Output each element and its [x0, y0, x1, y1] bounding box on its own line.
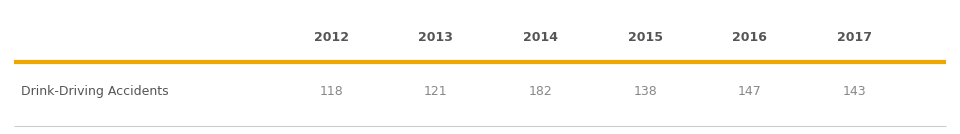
Text: 118: 118	[320, 85, 343, 98]
Text: Drink-Driving Accidents: Drink-Driving Accidents	[21, 85, 169, 98]
Text: 2017: 2017	[837, 31, 872, 44]
Text: 2012: 2012	[314, 31, 348, 44]
Text: 2014: 2014	[523, 31, 558, 44]
Text: 147: 147	[738, 85, 761, 98]
Text: 2015: 2015	[628, 31, 662, 44]
Text: 2013: 2013	[419, 31, 453, 44]
Text: 138: 138	[634, 85, 657, 98]
Text: 143: 143	[843, 85, 866, 98]
Text: 121: 121	[424, 85, 447, 98]
Text: 182: 182	[529, 85, 552, 98]
Text: 2016: 2016	[732, 31, 767, 44]
